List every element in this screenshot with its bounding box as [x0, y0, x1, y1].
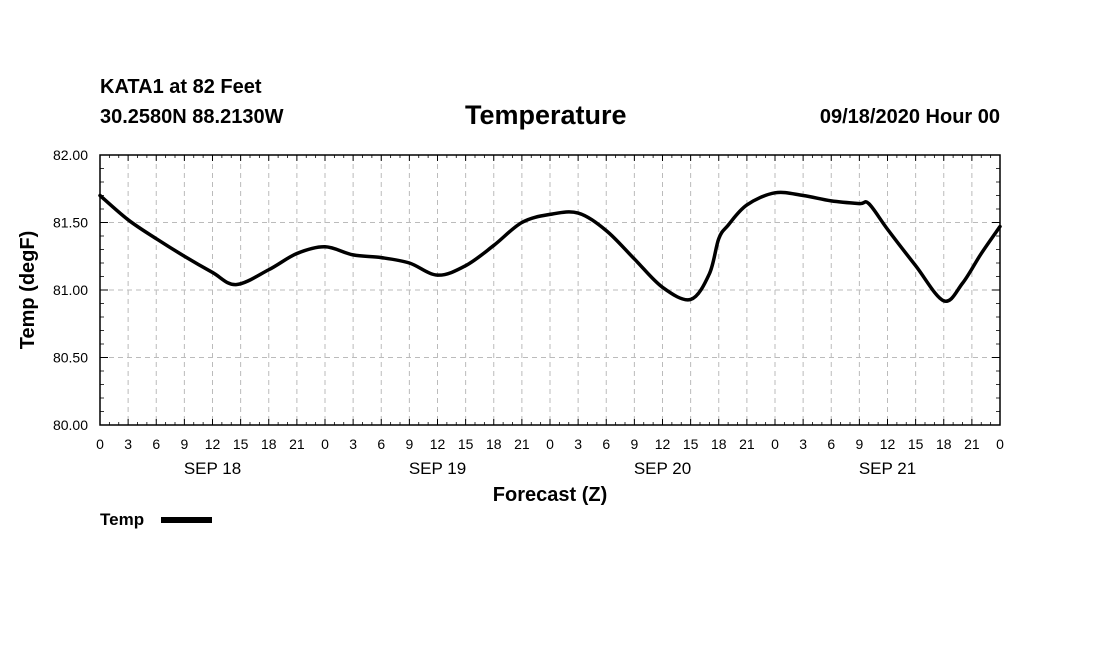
- y-tick-label: 81.50: [53, 215, 88, 231]
- y-tick-label: 81.00: [53, 282, 88, 298]
- x-tick-label: 3: [799, 436, 807, 452]
- x-tick-label: 12: [205, 436, 221, 452]
- grid: [100, 155, 1000, 425]
- x-tick-label: 21: [514, 436, 530, 452]
- x-tick-label: 15: [458, 436, 474, 452]
- x-tick-label: 15: [233, 436, 249, 452]
- x-tick-label: 15: [683, 436, 699, 452]
- x-tick-label: 21: [739, 436, 755, 452]
- date-label: SEP 20: [634, 459, 691, 478]
- x-tick-label: 0: [546, 436, 554, 452]
- x-tick-label: 18: [486, 436, 502, 452]
- x-tick-label: 0: [321, 436, 329, 452]
- x-tick-label: 9: [630, 436, 638, 452]
- x-tick-label: 3: [349, 436, 357, 452]
- x-tick-label: 18: [261, 436, 277, 452]
- x-tick-label: 0: [771, 436, 779, 452]
- date-label: SEP 21: [859, 459, 916, 478]
- axis-labels: 0 3 6 9 12 15 18 21 0 3 6 9 12 15 18 21 0 3 6 9 12 15 18 21 0 3 6 9…: [53, 147, 1004, 478]
- series-line-temp: [98, 190, 1002, 303]
- series-layer: [98, 190, 1002, 303]
- x-tick-label: 12: [655, 436, 671, 452]
- x-tick-label: 15: [908, 436, 924, 452]
- x-tick-label: 6: [152, 436, 160, 452]
- x-tick-label: 21: [289, 436, 305, 452]
- x-tick-label: 9: [405, 436, 413, 452]
- legend-label: Temp: [100, 510, 144, 529]
- x-tick-label: 6: [377, 436, 385, 452]
- date-label: SEP 19: [409, 459, 466, 478]
- x-tick-label: 18: [936, 436, 952, 452]
- y-tick-label: 80.50: [53, 350, 88, 366]
- station-coordinates: 30.2580N 88.2130W: [100, 106, 284, 128]
- plot-area: [99, 154, 1001, 426]
- x-tick-label: 9: [180, 436, 188, 452]
- x-tick-label: 0: [96, 436, 104, 452]
- x-axis-title: Forecast (Z): [493, 484, 607, 506]
- x-tick-label: 3: [124, 436, 132, 452]
- y-tick-label: 80.00: [53, 417, 88, 433]
- x-tick-label: 3: [574, 436, 582, 452]
- chart-title: Temperature: [465, 100, 627, 130]
- legend: Temp: [100, 510, 212, 529]
- x-tick-label: 21: [964, 436, 980, 452]
- forecast-datetime: 09/18/2020 Hour 00: [819, 106, 1000, 128]
- date-label: SEP 18: [184, 459, 241, 478]
- x-tick-label: 6: [827, 436, 835, 452]
- x-tick-label: 0: [996, 436, 1004, 452]
- x-tick-label: 12: [880, 436, 896, 452]
- x-tick-label: 12: [430, 436, 446, 452]
- x-tick-label: 6: [602, 436, 610, 452]
- y-axis-title: Temp (degF): [17, 231, 39, 350]
- x-tick-label: 18: [711, 436, 727, 452]
- y-tick-label: 82.00: [53, 147, 88, 163]
- station-label: KATA1 at 82 Feet: [100, 76, 262, 98]
- x-tick-label: 9: [855, 436, 863, 452]
